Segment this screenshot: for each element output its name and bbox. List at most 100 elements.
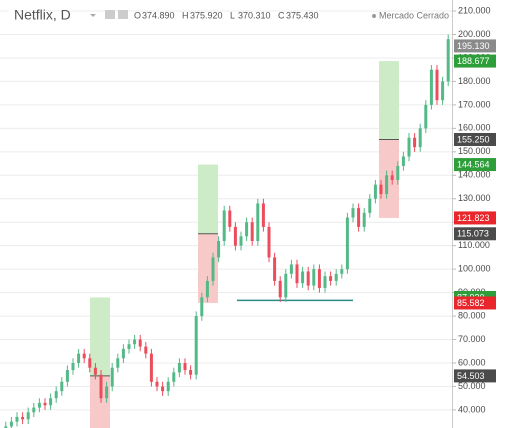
candle-body	[385, 175, 389, 195]
candle-body	[26, 412, 30, 420]
grid	[0, 10, 452, 411]
candle-body	[418, 128, 422, 148]
candle-body	[189, 370, 193, 375]
y-tick-label: 150.000	[458, 146, 491, 156]
y-tick-label: 110.000	[458, 240, 490, 250]
price-label-bg	[454, 369, 496, 383]
candle-body	[166, 381, 170, 392]
price-label-bg	[454, 132, 496, 146]
target-zone	[379, 61, 399, 140]
price-label: 115.073	[457, 229, 489, 239]
status-dot	[372, 14, 376, 18]
ohlc-header: O 374.890 H 375.920 L 370.310 C 375.430	[134, 10, 319, 20]
y-tick-label: 180.000	[458, 76, 491, 86]
candle-body	[71, 363, 75, 371]
candle-body	[88, 358, 92, 368]
price-label-bg	[454, 54, 496, 68]
candle-body	[155, 381, 159, 387]
candle-body	[245, 222, 249, 237]
candle-body	[49, 398, 53, 406]
candle-body	[133, 339, 137, 345]
candle-body	[105, 386, 109, 399]
candle-body	[401, 156, 405, 166]
candle-body	[424, 104, 428, 129]
candle-body	[413, 137, 417, 148]
candle-body	[194, 316, 198, 375]
y-tick-label: 170.000	[458, 99, 491, 109]
chart-title: Netflix, D	[14, 7, 71, 23]
candle-body	[60, 381, 64, 392]
candle-body	[373, 184, 377, 199]
candle-body	[390, 175, 394, 180]
candle-body	[205, 280, 209, 298]
ohlc-key: C	[278, 10, 285, 20]
candle-body	[329, 276, 333, 281]
candle-body	[362, 212, 366, 227]
ohlc-key: L	[230, 10, 235, 20]
y-tick-label: 100.000	[458, 264, 491, 274]
candle-body	[200, 297, 204, 317]
stop-zone	[90, 375, 110, 428]
y-tick-label: 40.000	[458, 404, 486, 414]
candle-body	[435, 69, 439, 101]
candle-body	[54, 391, 58, 399]
price-label: 155.250	[457, 134, 490, 144]
y-tick-label: 130.000	[458, 193, 491, 203]
candle-body	[284, 273, 288, 298]
y-tick-label: 140.000	[458, 170, 491, 180]
header-bg	[8, 7, 14, 24]
candle-body	[446, 39, 450, 82]
ohlc-value: 374.890	[142, 10, 175, 20]
candle-body	[301, 271, 305, 284]
candle-body	[289, 264, 293, 274]
ohlc-value: 370.310	[238, 10, 271, 20]
dropdown-icon[interactable]	[90, 14, 96, 17]
price-label: 188.677	[457, 56, 490, 66]
candle-body	[121, 348, 125, 359]
icon[interactable]	[105, 10, 115, 19]
candle-body	[340, 269, 344, 274]
candle-body	[273, 257, 277, 281]
candle-body	[116, 358, 120, 368]
candle-body	[345, 217, 349, 270]
candle-body	[183, 363, 187, 371]
y-tick-label: 70.000	[458, 334, 486, 344]
price-label: 195.130	[457, 41, 490, 51]
candle-body	[357, 208, 361, 227]
candle-body	[233, 226, 237, 246]
candle-body	[82, 353, 86, 359]
y-axis: 40.00050.00060.00070.00080.00090.000100.…	[452, 5, 496, 414]
candle-body	[127, 344, 131, 349]
candle-body	[441, 81, 445, 101]
y-tick-label: 210.000	[458, 5, 491, 15]
target-zone	[198, 164, 218, 234]
candle-body	[15, 416, 19, 422]
price-label-bg	[454, 158, 496, 172]
price-label: 144.564	[457, 159, 490, 169]
price-label: 54.503	[457, 371, 485, 381]
price-label-bg	[454, 211, 496, 225]
candle-body	[312, 269, 316, 286]
candle-body	[161, 386, 165, 392]
icon[interactable]	[118, 10, 128, 19]
candle-body	[211, 257, 215, 281]
candle-body	[278, 280, 282, 298]
candle-body	[261, 203, 265, 227]
candle-body	[267, 226, 271, 258]
plot	[4, 34, 450, 428]
candle-body	[396, 165, 400, 180]
candle-body	[65, 370, 69, 382]
candle-body	[9, 421, 13, 427]
candle-body	[295, 264, 299, 284]
candle-body	[334, 273, 338, 281]
candle-body	[4, 426, 8, 428]
status: Mercado Cerrado	[379, 10, 449, 20]
candle-body	[217, 240, 221, 258]
candle-body	[407, 137, 411, 157]
price-label-bg	[454, 296, 496, 310]
candle-body	[228, 210, 232, 227]
candle-body	[37, 402, 41, 408]
stop-zone	[198, 233, 218, 303]
